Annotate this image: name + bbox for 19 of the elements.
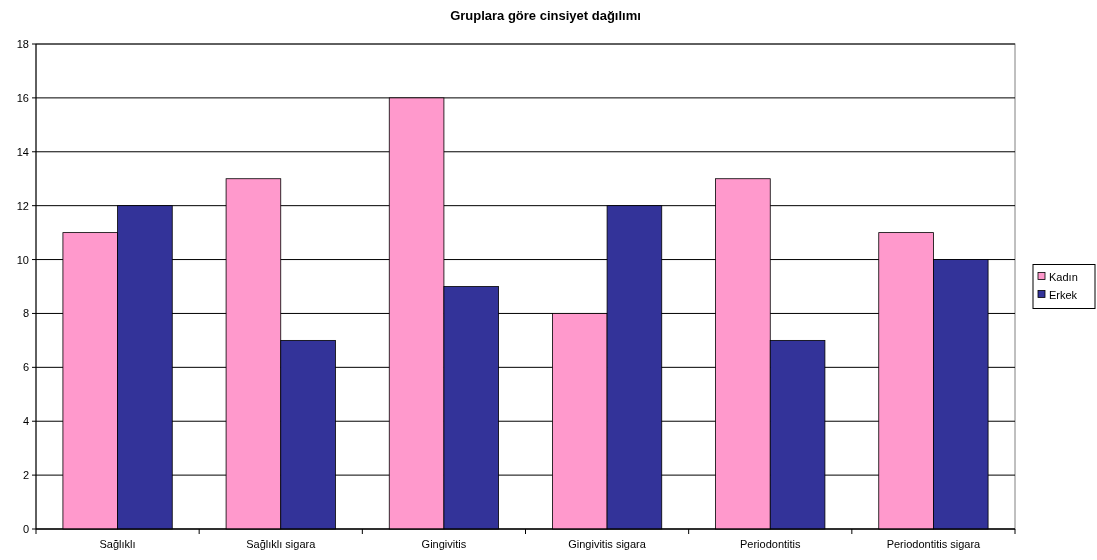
y-tick-label: 12	[16, 199, 29, 212]
x-tick-label: Periodontitis	[739, 538, 802, 550]
y-tick-label: 10	[16, 253, 29, 266]
legend-label: Kadın	[1049, 270, 1078, 283]
y-tick-label: 2	[22, 469, 29, 482]
y-tick-label: 8	[22, 307, 29, 320]
x-tick-label: Sağlıklı	[99, 538, 136, 550]
y-tick-label: 14	[16, 145, 29, 158]
x-tick-label: Sağlıklı sigara	[246, 538, 317, 550]
x-tick-label: Periodontitis sigara	[886, 538, 982, 550]
x-tick-label: Gingivitis sigara	[568, 538, 647, 550]
y-tick-label: 6	[22, 361, 29, 374]
legend-label: Erkek	[1049, 288, 1078, 301]
y-tick-label: 4	[22, 415, 29, 428]
y-tick-label: 18	[16, 38, 29, 50]
x-tick-label: Gingivitis	[421, 538, 467, 550]
y-tick-label: 16	[16, 91, 29, 104]
chart-title: Gruplara göre cinsiyet dağılımı	[450, 8, 641, 23]
y-tick-label: 0	[22, 523, 29, 535]
